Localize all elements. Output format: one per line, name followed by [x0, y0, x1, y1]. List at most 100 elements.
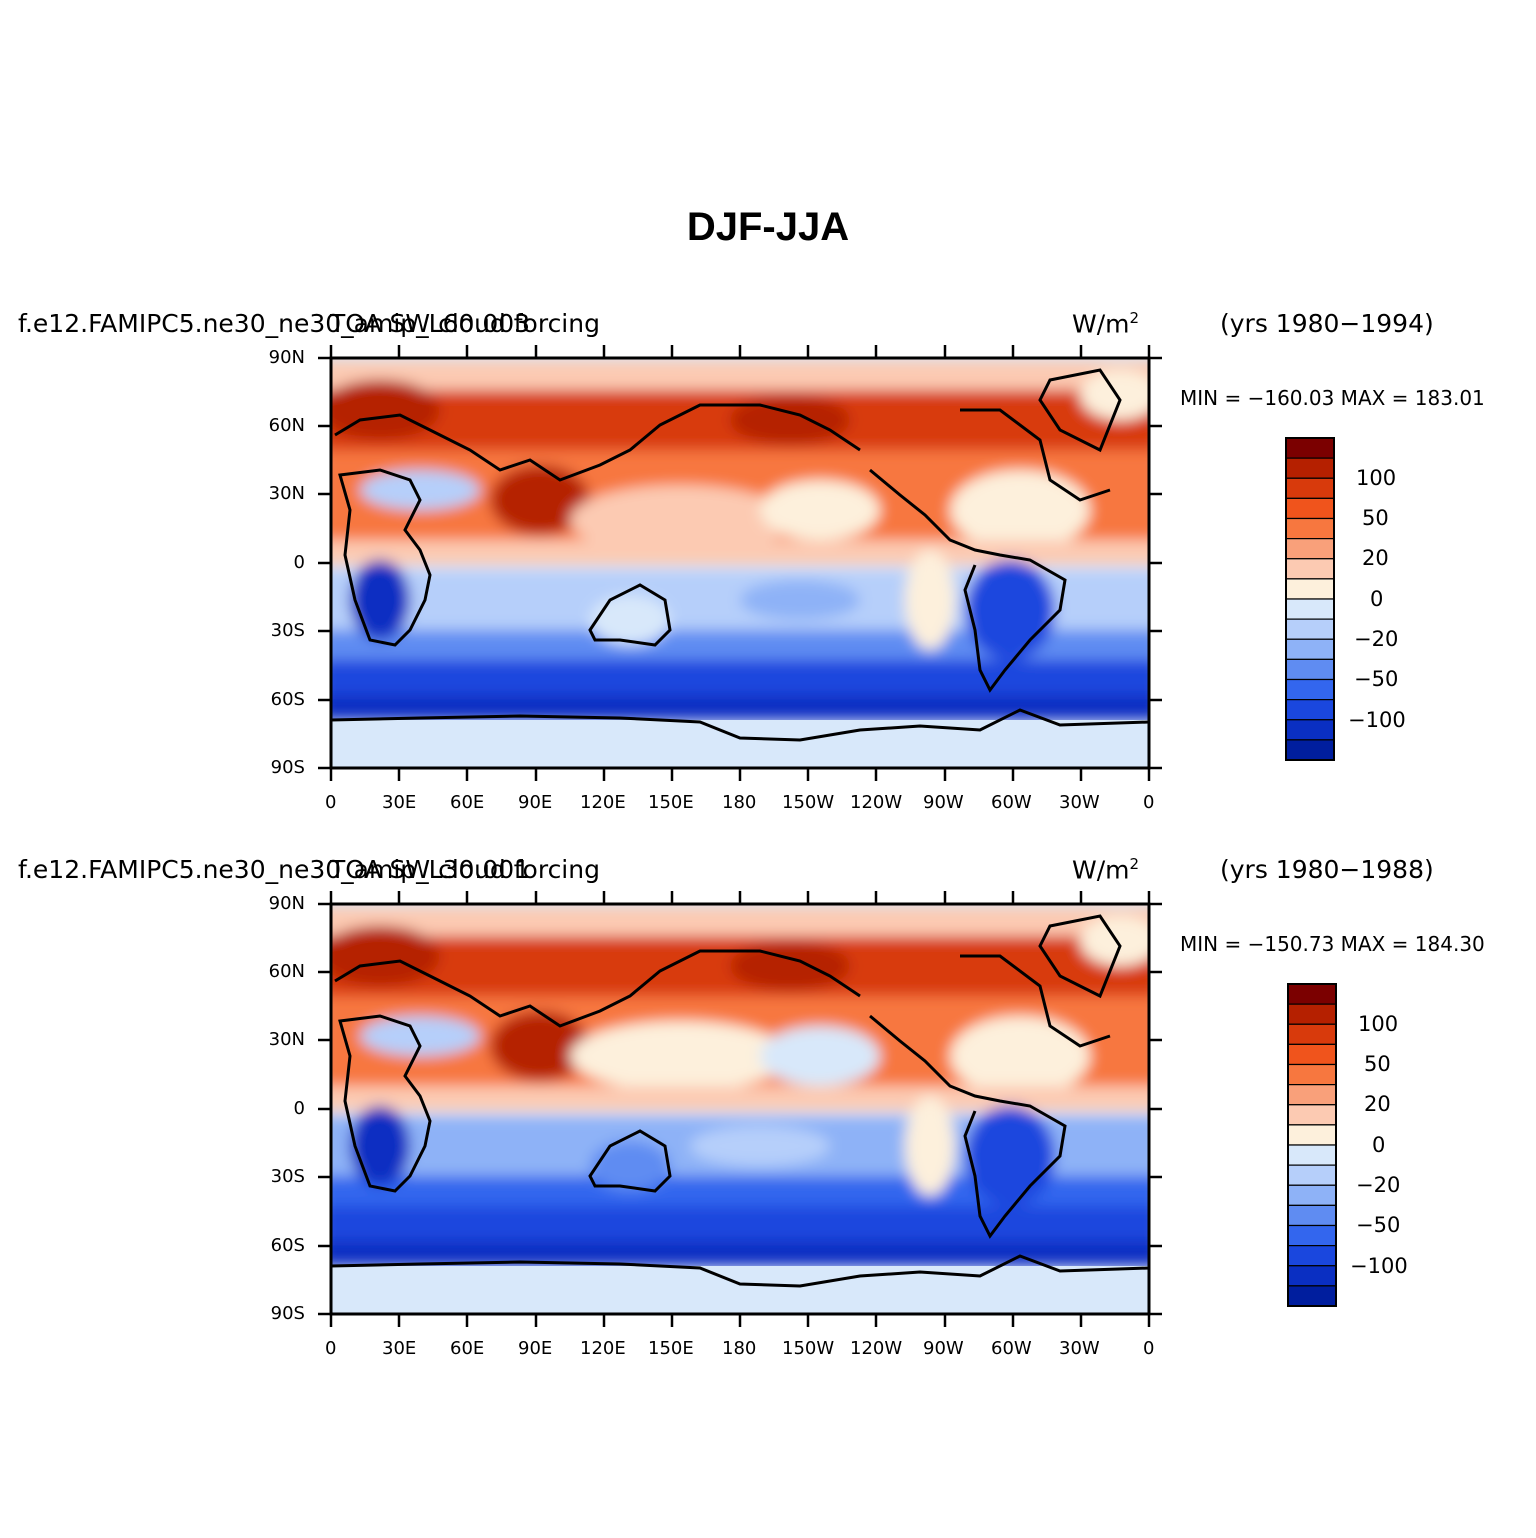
colorbar-cell — [1285, 598, 1335, 620]
lat-tick-label: 90N — [268, 893, 305, 914]
colorbar-cell — [1285, 618, 1335, 640]
colorbar-cell — [1285, 538, 1335, 560]
axis-ticks — [318, 345, 1162, 781]
coastlines — [331, 368, 1149, 742]
colorbar-cell — [1285, 457, 1335, 479]
lon-tick-label: 30W — [1059, 1338, 1100, 1359]
colorbar-cell — [1287, 1265, 1337, 1287]
lon-tick-label: 30W — [1059, 792, 1100, 813]
colorbar-cell — [1287, 1144, 1337, 1166]
lat-tick-label: 0 — [293, 1098, 305, 1119]
lon-tick-label: 150W — [782, 792, 835, 813]
lon-tick-label: 0 — [325, 792, 337, 813]
colorbar-cell — [1287, 1023, 1337, 1045]
lon-tick-label: 150E — [648, 792, 694, 813]
colorbar-cell — [1285, 658, 1335, 681]
colorbar-cell — [1287, 1164, 1337, 1186]
lon-tick-label: 30E — [382, 792, 417, 813]
lon-tick-label: 0 — [1143, 792, 1155, 813]
lon-tick-label: 90E — [518, 1338, 553, 1359]
lat-tick-label: 30S — [270, 620, 305, 641]
lat-tick-label: 60S — [270, 1235, 305, 1256]
variable-name: TOA SW cloud forcing — [330, 855, 600, 884]
colorbar-label: −20 — [1356, 1173, 1401, 1197]
colorbar-label: 50 — [1362, 506, 1389, 530]
colorbar-cell — [1285, 699, 1335, 721]
colorbar-label: 0 — [1372, 1133, 1386, 1157]
lon-tick-label: 60W — [991, 792, 1032, 813]
lat-tick-label: 90S — [270, 1303, 305, 1324]
colorbar-cell — [1287, 1224, 1337, 1247]
units-label: W/m2 — [1072, 309, 1140, 339]
lat-tick-label: 30N — [268, 1029, 305, 1050]
min-max-label: MIN = −160.03 MAX = 183.01 — [1180, 386, 1485, 410]
lon-tick-label: 90E — [518, 792, 553, 813]
colorbar-label: −20 — [1354, 627, 1399, 651]
colorbar-cell — [1285, 558, 1335, 580]
lat-tick-label: 30S — [270, 1166, 305, 1187]
years-label: (yrs 1980−1994) — [1220, 309, 1434, 338]
colorbar-cell — [1287, 1184, 1337, 1206]
colorbar-label: −100 — [1350, 1254, 1408, 1278]
lon-tick-label: 30E — [382, 1338, 417, 1359]
colorbar-label: 20 — [1364, 1092, 1391, 1116]
colorbar-cell — [1285, 477, 1335, 499]
colorbar-cell — [1285, 719, 1335, 741]
colorbar-label: −100 — [1348, 708, 1406, 732]
colorbar-cell — [1287, 1124, 1337, 1146]
lon-tick-label: 150W — [782, 1338, 835, 1359]
colorbar — [1285, 437, 1335, 761]
lon-tick-label: 0 — [325, 1338, 337, 1359]
colorbar-cell — [1287, 983, 1337, 1005]
colorbar-cell — [1285, 578, 1335, 600]
case-name: f.e12.FAMIPC5.ne30_ne30_amip_L30.001 — [18, 855, 531, 884]
colorbar-label: 100 — [1356, 466, 1397, 490]
contour-map — [318, 891, 1162, 1327]
colorbar-cell — [1287, 1063, 1337, 1086]
lon-tick-label: 180 — [722, 1338, 757, 1359]
contour-map — [318, 345, 1162, 781]
colorbar-label: 0 — [1370, 587, 1384, 611]
colorbar-cell — [1287, 1285, 1337, 1307]
lon-tick-label: 90W — [923, 792, 964, 813]
colorbar-label: −50 — [1354, 667, 1399, 691]
lon-tick-label: 0 — [1143, 1338, 1155, 1359]
colorbar-cell — [1287, 1104, 1337, 1126]
units-label: W/m2 — [1072, 855, 1140, 885]
colorbar-cell — [1287, 1204, 1337, 1227]
colorbar-label: 100 — [1358, 1012, 1399, 1036]
map-panel-top: f.e12.FAMIPC5.ne30_ne30_amip_L60.003 TOA… — [0, 300, 1536, 820]
colorbar-cell — [1287, 1003, 1337, 1025]
colorbar-cell — [1285, 678, 1335, 701]
lon-tick-label: 120E — [580, 1338, 626, 1359]
coastlines — [331, 914, 1149, 1288]
lon-tick-label: 60E — [450, 1338, 485, 1359]
axis-ticks — [318, 891, 1162, 1327]
lon-tick-label: 150E — [648, 1338, 694, 1359]
field-layer — [331, 358, 1149, 768]
lon-tick-label: 120E — [580, 792, 626, 813]
colorbar-label: −50 — [1356, 1213, 1401, 1237]
lat-tick-label: 60N — [268, 415, 305, 436]
lat-tick-label: 60N — [268, 961, 305, 982]
lat-tick-label: 90S — [270, 757, 305, 778]
colorbar-cell — [1285, 739, 1335, 761]
colorbar-cell — [1287, 1084, 1337, 1106]
lon-tick-label: 90W — [923, 1338, 964, 1359]
years-label: (yrs 1980−1988) — [1220, 855, 1434, 884]
variable-name: TOA SW cloud forcing — [330, 309, 600, 338]
lon-tick-label: 180 — [722, 792, 757, 813]
colorbar-cell — [1285, 517, 1335, 540]
colorbar-cell — [1285, 497, 1335, 520]
lon-tick-label: 120W — [850, 792, 903, 813]
field-layer — [331, 904, 1149, 1314]
colorbar-cell — [1285, 638, 1335, 660]
figure-title: DJF-JJA — [686, 205, 850, 249]
lon-tick-label: 120W — [850, 1338, 903, 1359]
map-panel-bottom: f.e12.FAMIPC5.ne30_ne30_amip_L30.001 TOA… — [0, 846, 1536, 1366]
lat-tick-label: 30N — [268, 483, 305, 504]
case-name: f.e12.FAMIPC5.ne30_ne30_amip_L60.003 — [18, 309, 531, 338]
lon-tick-label: 60E — [450, 792, 485, 813]
lon-tick-label: 60W — [991, 1338, 1032, 1359]
min-max-label: MIN = −150.73 MAX = 184.30 — [1180, 932, 1485, 956]
